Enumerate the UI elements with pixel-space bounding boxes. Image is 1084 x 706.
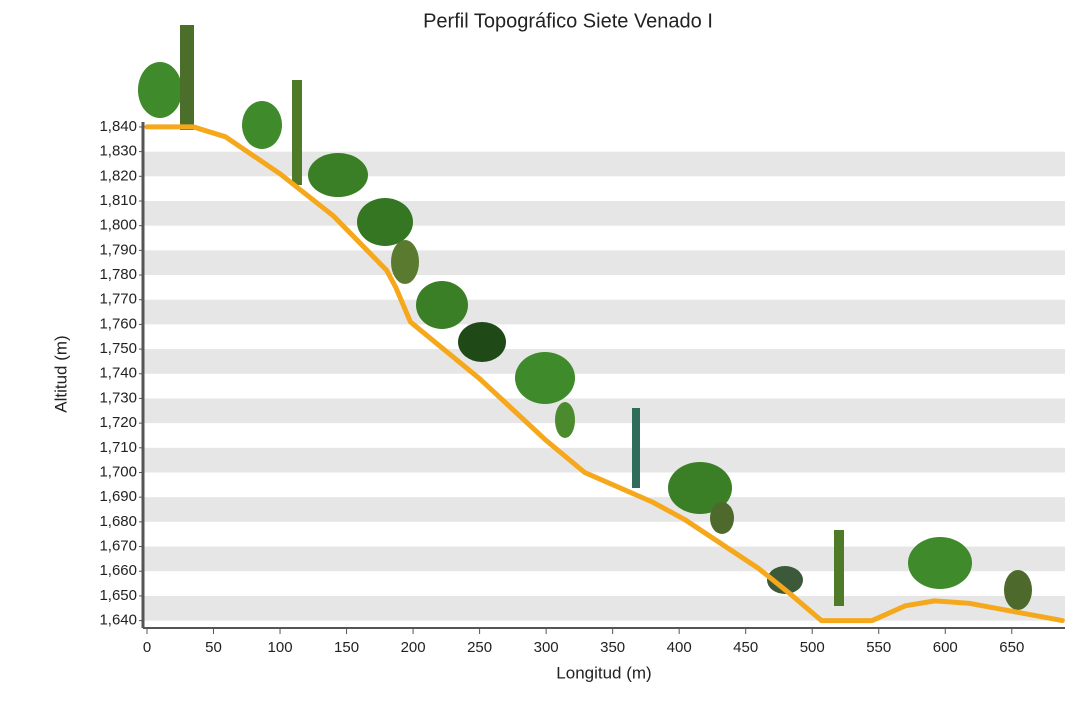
chart-title: Perfil Topográfico Siete Venado I bbox=[423, 10, 713, 32]
grid-bands bbox=[143, 151, 1065, 621]
x-tick-label: 650 bbox=[999, 639, 1024, 656]
y-tick-label: 1,710 bbox=[99, 439, 137, 456]
x-axis-title: Longitud (m) bbox=[556, 663, 651, 682]
y-tick-label: 1,740 bbox=[99, 365, 137, 382]
x-tick-label: 150 bbox=[334, 639, 359, 656]
profile-line bbox=[144, 124, 1065, 624]
vegetation-decoration bbox=[138, 25, 1032, 610]
x-tick-label: 0 bbox=[143, 639, 151, 656]
grid-band bbox=[143, 497, 1065, 522]
x-tick-label: 400 bbox=[667, 639, 692, 656]
x-tick-label: 550 bbox=[866, 639, 891, 656]
x-tick-label: 200 bbox=[401, 639, 426, 656]
x-tick-label: 100 bbox=[268, 639, 293, 656]
x-tick-label: 500 bbox=[800, 639, 825, 656]
y-tick-label: 1,720 bbox=[99, 414, 137, 431]
grid-band bbox=[143, 447, 1065, 473]
y-tick-label: 1,780 bbox=[99, 266, 137, 283]
y-tick-label: 1,790 bbox=[99, 241, 137, 258]
grid-band bbox=[143, 595, 1065, 621]
y-tick-label: 1,800 bbox=[99, 217, 137, 234]
y-tick-label: 1,690 bbox=[99, 488, 137, 505]
y-tick-label: 1,640 bbox=[99, 612, 137, 629]
y-tick-label: 1,810 bbox=[99, 192, 137, 209]
y-tick-label: 1,670 bbox=[99, 538, 137, 555]
y-tick-label: 1,650 bbox=[99, 587, 137, 604]
grid-band bbox=[143, 299, 1065, 325]
x-tick-label: 450 bbox=[733, 639, 758, 656]
y-tick-label: 1,700 bbox=[99, 463, 137, 480]
x-tick-label: 350 bbox=[600, 639, 625, 656]
y-tick-label: 1,750 bbox=[99, 340, 137, 357]
y-tick-label: 1,660 bbox=[99, 562, 137, 579]
y-tick-label: 1,820 bbox=[99, 167, 137, 184]
grid-band bbox=[143, 200, 1065, 226]
y-tick-label: 1,760 bbox=[99, 315, 137, 332]
grid-band bbox=[143, 398, 1065, 424]
grid-band bbox=[143, 349, 1065, 374]
x-tick-label: 600 bbox=[933, 639, 958, 656]
x-tick-label: 50 bbox=[205, 639, 222, 656]
grid-band bbox=[143, 250, 1065, 276]
x-tick-label: 300 bbox=[534, 639, 559, 656]
y-tick-label: 1,840 bbox=[99, 118, 137, 135]
y-axis-title: Altitud (m) bbox=[51, 335, 70, 412]
y-tick-label: 1,680 bbox=[99, 513, 137, 530]
y-tick-label: 1,770 bbox=[99, 291, 137, 308]
y-tick-label: 1,830 bbox=[99, 143, 137, 160]
x-tick-label: 250 bbox=[467, 639, 492, 656]
y-tick-label: 1,730 bbox=[99, 389, 137, 406]
